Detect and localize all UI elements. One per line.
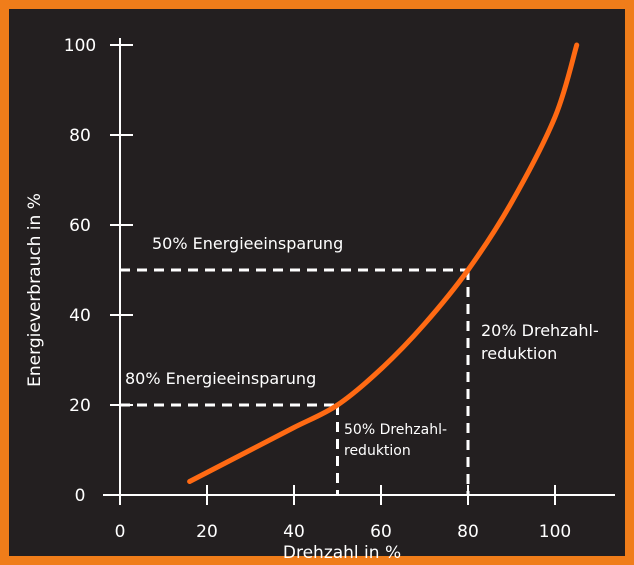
annotation-red50_2: reduktion — [344, 443, 411, 459]
x-axis-title: Drehzahl in % — [283, 543, 401, 563]
annotation-red20_2: reduktion — [481, 344, 557, 363]
x-tick-label: 40 — [283, 522, 305, 542]
y-tick-label: 60 — [69, 216, 91, 236]
x-tick-label: 20 — [196, 522, 218, 542]
x-tick-label: 80 — [457, 522, 479, 542]
annotation-savings80: 80% Energieeinsparung — [125, 369, 316, 388]
x-tick-label: 60 — [370, 522, 392, 542]
y-tick-label: 40 — [69, 306, 91, 326]
energy-curve — [187, 42, 580, 484]
x-tick-label: 100 — [539, 522, 571, 542]
y-tick-label: 100 — [64, 36, 96, 56]
y-tick-label: 80 — [69, 126, 91, 146]
y-axis-title: Energieverbrauch in % — [25, 193, 45, 387]
y-tick-label: 0 — [75, 486, 86, 506]
annotation-red20_1: 20% Drehzahl- — [481, 321, 599, 340]
y-tick-label: 20 — [69, 396, 91, 416]
annotation-red50_1: 50% Drehzahl- — [344, 422, 447, 438]
annotation-savings50: 50% Energieeinsparung — [152, 234, 343, 253]
x-tick-label: 0 — [115, 522, 126, 542]
